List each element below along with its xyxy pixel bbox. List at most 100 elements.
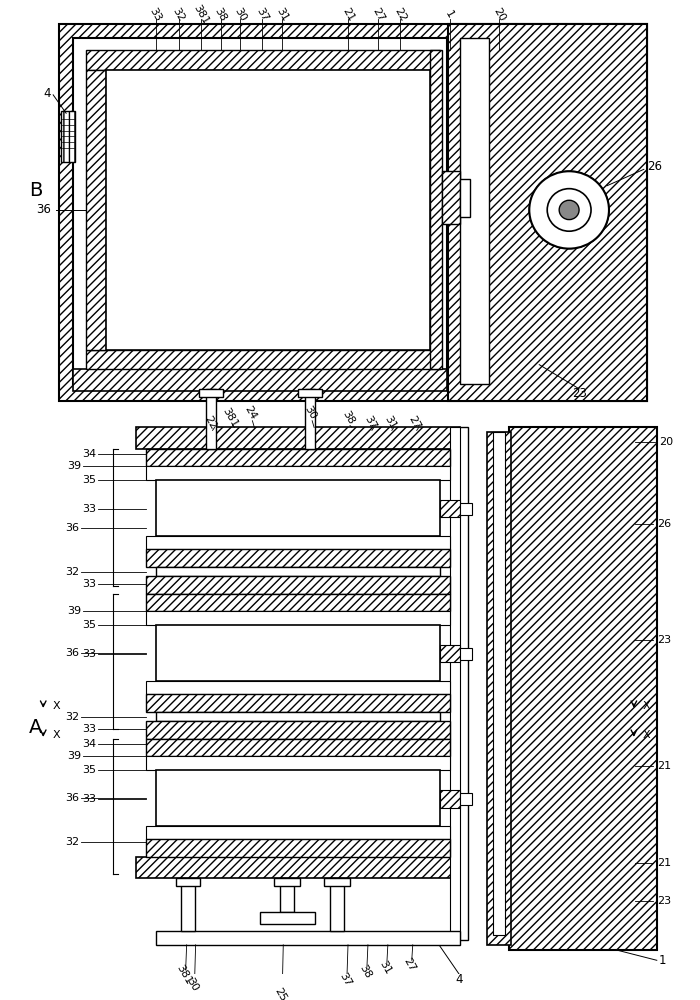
Circle shape [547, 189, 591, 231]
Bar [430, 50, 442, 369]
Text: 25: 25 [272, 986, 288, 1000]
Text: 37: 37 [255, 6, 270, 23]
Bar [460, 179, 470, 217]
Bar [86, 350, 440, 369]
Bar [460, 38, 489, 384]
Text: 21: 21 [340, 6, 356, 23]
Bar [460, 648, 472, 660]
Bar [146, 611, 449, 625]
Bar [73, 38, 447, 384]
Text: 27: 27 [402, 956, 418, 974]
Bar [156, 567, 440, 576]
Text: 37: 37 [337, 971, 353, 988]
Text: 381: 381 [191, 3, 210, 26]
Bar [146, 536, 449, 549]
Text: 21: 21 [657, 858, 671, 868]
Text: A: A [29, 718, 43, 737]
Circle shape [529, 171, 609, 249]
Text: 35: 35 [82, 475, 96, 485]
Text: 34: 34 [82, 449, 96, 459]
Text: 33: 33 [82, 649, 96, 659]
Text: 26: 26 [657, 519, 671, 529]
Text: 33: 33 [82, 504, 96, 514]
Text: 23: 23 [657, 635, 671, 645]
Bar [324, 878, 350, 886]
Bar [106, 70, 430, 350]
Bar [156, 770, 440, 826]
Bar [60, 24, 647, 401]
Bar [146, 681, 449, 694]
Bar [146, 594, 449, 611]
Text: 31: 31 [274, 6, 290, 23]
Text: 31: 31 [377, 959, 393, 977]
Text: X: X [52, 701, 60, 711]
Text: 39: 39 [67, 751, 81, 761]
Bar [199, 389, 223, 397]
Text: 32: 32 [65, 837, 79, 847]
Text: 20: 20 [659, 437, 673, 447]
Bar [136, 857, 460, 878]
Text: 34: 34 [82, 739, 96, 749]
Text: 381: 381 [221, 406, 240, 429]
Bar [146, 694, 449, 712]
Bar [136, 427, 460, 449]
Text: 33: 33 [82, 794, 96, 804]
Bar [156, 625, 440, 681]
Bar [73, 369, 447, 391]
Text: 24: 24 [242, 404, 258, 422]
Bar [442, 171, 460, 224]
Text: 39: 39 [67, 461, 81, 471]
Bar [440, 645, 460, 662]
Bar [447, 24, 647, 401]
Text: 36: 36 [36, 203, 51, 216]
Text: 32: 32 [171, 6, 186, 23]
Text: 26: 26 [647, 160, 662, 173]
Bar [298, 389, 322, 397]
Bar [181, 878, 195, 931]
Text: X: X [643, 730, 650, 740]
Text: 38: 38 [340, 409, 356, 426]
Text: 22: 22 [392, 6, 407, 23]
Text: 35: 35 [82, 765, 96, 775]
Bar [494, 432, 505, 935]
Bar [280, 878, 294, 912]
Bar [440, 790, 460, 808]
Text: 27: 27 [407, 414, 423, 431]
Text: 33: 33 [82, 579, 96, 589]
Bar [146, 839, 449, 857]
Text: 4: 4 [456, 973, 463, 986]
Text: 30: 30 [302, 404, 318, 422]
Text: X: X [52, 730, 60, 740]
Text: 32: 32 [65, 712, 79, 722]
Bar [146, 739, 449, 756]
Text: 23: 23 [657, 896, 671, 906]
Text: 38: 38 [213, 6, 228, 23]
Bar [260, 912, 315, 924]
Bar [305, 389, 315, 449]
Bar [146, 576, 449, 594]
Text: B: B [29, 181, 43, 200]
Text: 32: 32 [65, 567, 79, 577]
Text: 30: 30 [232, 6, 248, 23]
Bar [440, 500, 460, 517]
Circle shape [529, 171, 609, 249]
Bar [458, 427, 468, 940]
Circle shape [559, 200, 579, 220]
Bar [146, 449, 449, 466]
Bar [86, 70, 106, 350]
Bar [86, 50, 440, 70]
Text: 20: 20 [491, 6, 508, 23]
Bar [206, 389, 216, 449]
Text: 381: 381 [174, 963, 193, 986]
Bar [146, 466, 449, 480]
Text: 31: 31 [382, 414, 398, 431]
Text: 36: 36 [65, 648, 79, 658]
Bar [156, 480, 440, 536]
Text: 27: 27 [370, 6, 386, 23]
Bar [487, 432, 512, 945]
Text: 36: 36 [65, 793, 79, 803]
Text: 21: 21 [657, 761, 671, 771]
Text: 37: 37 [362, 414, 378, 431]
Text: 39: 39 [67, 606, 81, 616]
Text: 33: 33 [82, 724, 96, 734]
